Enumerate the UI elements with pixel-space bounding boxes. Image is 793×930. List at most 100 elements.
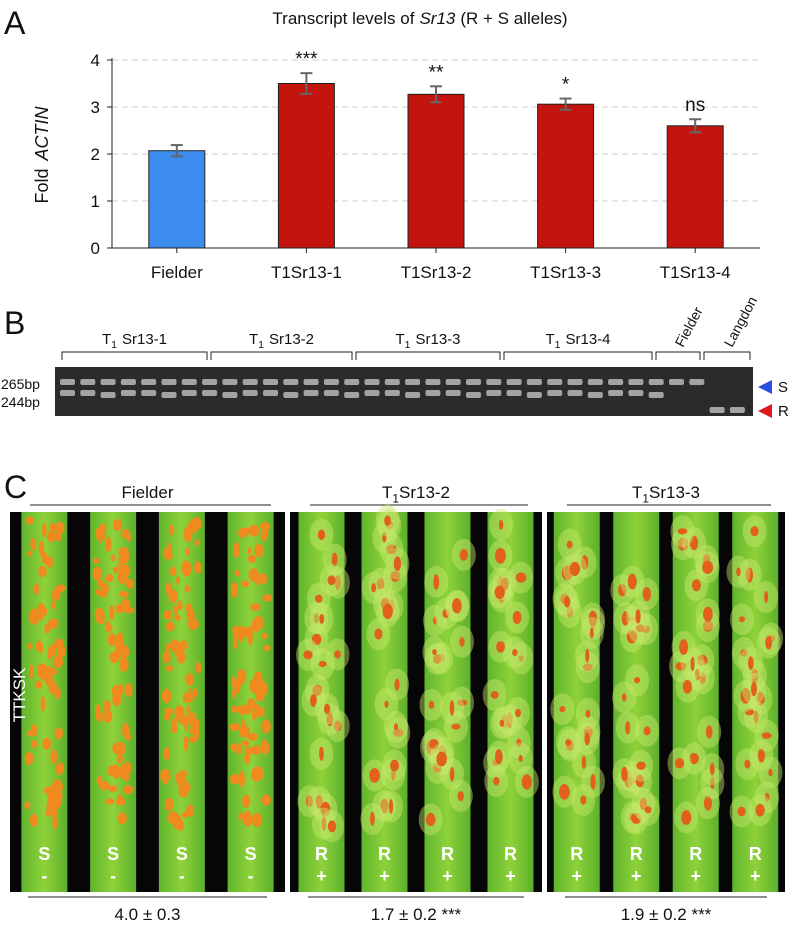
gel-band bbox=[628, 379, 644, 385]
reaction-label: R bbox=[315, 844, 328, 864]
pustule bbox=[315, 795, 323, 809]
pustule bbox=[384, 515, 391, 526]
pustule bbox=[55, 532, 62, 542]
label-subscript: 1 bbox=[392, 491, 399, 505]
pustule bbox=[740, 688, 751, 704]
reaction-label: S bbox=[176, 844, 188, 864]
pustule bbox=[252, 812, 263, 828]
gel-band bbox=[384, 390, 400, 396]
pustule bbox=[160, 768, 171, 783]
label-prefix: T bbox=[395, 331, 404, 348]
pustule bbox=[737, 806, 746, 817]
pustule bbox=[105, 624, 113, 632]
gel-band bbox=[120, 379, 136, 385]
pustule bbox=[29, 813, 38, 827]
pustule bbox=[55, 762, 65, 775]
pustule bbox=[452, 598, 462, 614]
label-name: Sr13-3 bbox=[649, 483, 700, 502]
pustule bbox=[46, 531, 56, 543]
label-prefix: T bbox=[102, 331, 111, 348]
pustule bbox=[186, 705, 191, 715]
pustule bbox=[697, 654, 708, 666]
pustule bbox=[705, 725, 713, 739]
pustule bbox=[624, 777, 633, 788]
pustule bbox=[314, 612, 319, 624]
gel-band bbox=[242, 379, 258, 385]
pustule bbox=[303, 650, 313, 660]
pustule bbox=[710, 777, 715, 790]
pustule bbox=[493, 776, 500, 786]
pustule bbox=[165, 643, 171, 653]
label-name: Sr13-1 bbox=[122, 331, 167, 348]
pustule bbox=[744, 708, 755, 716]
pustule bbox=[751, 668, 759, 683]
gel-band bbox=[526, 392, 542, 398]
pustule bbox=[45, 556, 54, 568]
pustule bbox=[768, 768, 773, 777]
pustule bbox=[621, 693, 627, 702]
pustule bbox=[27, 642, 33, 650]
pustule bbox=[194, 561, 202, 574]
pustule bbox=[495, 749, 503, 765]
pustule bbox=[25, 516, 35, 525]
pustule bbox=[736, 567, 741, 577]
score: 1.7 ± 0.2 *** bbox=[371, 905, 462, 924]
pustule bbox=[494, 585, 505, 600]
pustule bbox=[186, 804, 195, 817]
pustule bbox=[585, 709, 591, 718]
bar bbox=[666, 125, 724, 249]
pustule bbox=[178, 779, 189, 795]
score: 1.9 ± 0.2 *** bbox=[621, 905, 712, 924]
pustule bbox=[429, 739, 439, 750]
pustule bbox=[164, 707, 174, 715]
pustule bbox=[388, 799, 394, 814]
pustule bbox=[261, 632, 268, 640]
pustule bbox=[122, 785, 134, 795]
label-name: Fielder bbox=[122, 483, 174, 502]
pustule bbox=[569, 561, 581, 577]
pustule bbox=[39, 614, 44, 621]
group-bracket bbox=[355, 351, 501, 360]
significance: ns bbox=[685, 95, 705, 116]
pustule bbox=[311, 633, 322, 646]
pustule bbox=[334, 720, 342, 732]
pustule bbox=[559, 784, 570, 800]
pustule bbox=[376, 578, 385, 590]
pustule bbox=[117, 683, 124, 696]
x-tick-label: Fielder bbox=[151, 263, 203, 282]
pustule bbox=[436, 751, 447, 767]
pustule bbox=[258, 573, 268, 585]
pustule bbox=[496, 641, 506, 653]
pustule bbox=[382, 532, 387, 543]
pustule bbox=[41, 551, 48, 564]
pustule bbox=[681, 810, 692, 825]
pustule bbox=[238, 812, 244, 821]
pustule bbox=[449, 766, 455, 782]
sign-label: - bbox=[110, 866, 116, 886]
gel-band bbox=[405, 379, 421, 385]
title-gene: Sr13 bbox=[419, 9, 455, 28]
pustule bbox=[263, 524, 269, 540]
pustule bbox=[459, 637, 465, 647]
pustule bbox=[425, 812, 436, 827]
pustule bbox=[389, 571, 401, 582]
panel-label: C bbox=[4, 469, 27, 505]
label-prefix: T bbox=[545, 331, 554, 348]
pustule bbox=[559, 706, 566, 713]
gel-band bbox=[506, 390, 522, 396]
pustule bbox=[689, 535, 699, 551]
significance: *** bbox=[295, 49, 318, 70]
ylabel-gene: ACTIN bbox=[32, 105, 52, 161]
pustule bbox=[643, 726, 651, 736]
pustule bbox=[644, 806, 652, 814]
pustule bbox=[386, 544, 397, 555]
pustule bbox=[319, 746, 324, 761]
pustule bbox=[36, 663, 48, 679]
pustule bbox=[442, 608, 450, 618]
bar bbox=[537, 103, 595, 249]
label-subscript: 1 bbox=[405, 339, 411, 351]
pustule bbox=[682, 680, 692, 694]
significance: * bbox=[562, 75, 570, 96]
pustule bbox=[184, 547, 190, 556]
gel-band bbox=[161, 379, 177, 385]
